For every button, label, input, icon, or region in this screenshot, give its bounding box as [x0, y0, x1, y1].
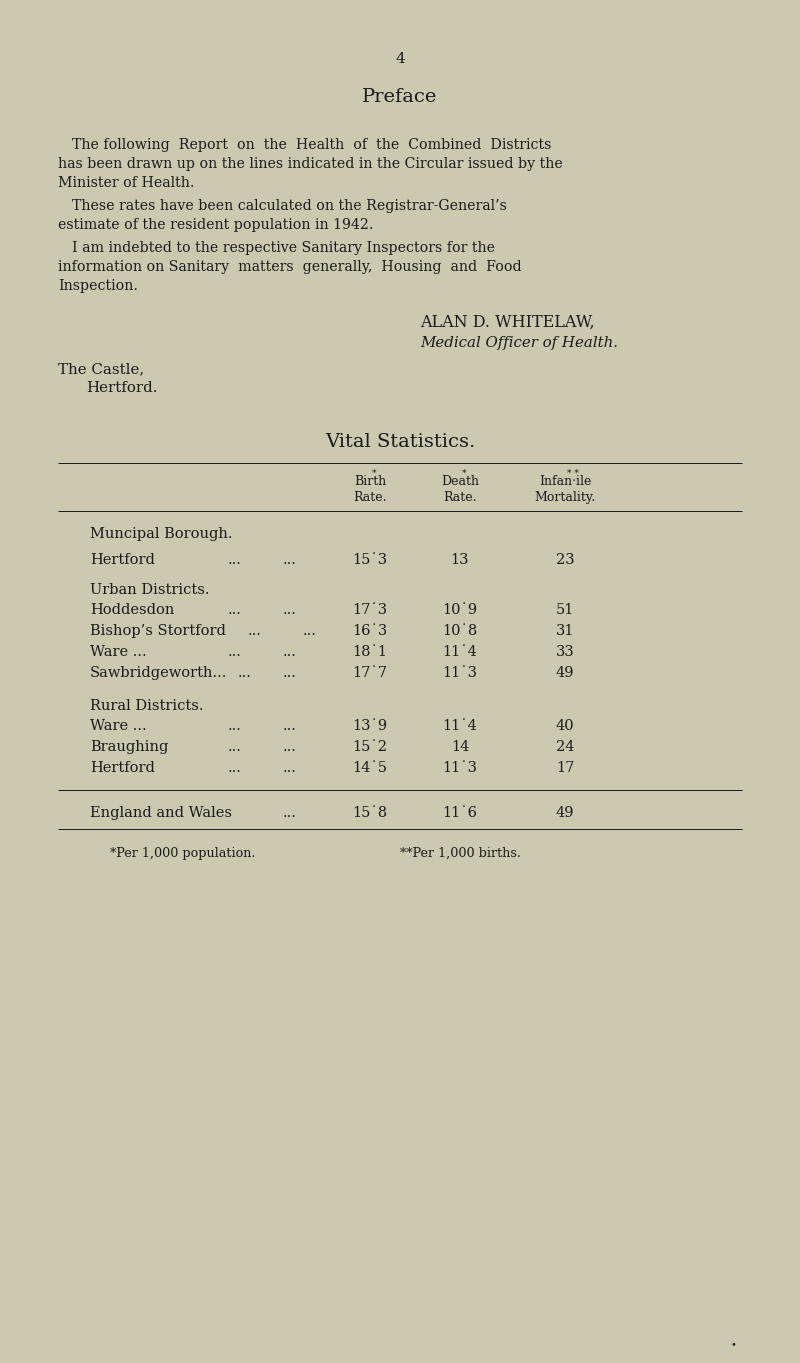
Text: 4: 4	[395, 52, 405, 65]
Text: Birth
Rate.: Birth Rate.	[354, 474, 386, 504]
Text: 11˙6: 11˙6	[442, 806, 478, 821]
Text: 49: 49	[556, 806, 574, 821]
Text: Hertford.: Hertford.	[86, 382, 158, 395]
Text: I am indebted to the respective Sanitary Inspectors for the: I am indebted to the respective Sanitary…	[72, 241, 495, 255]
Text: information on Sanitary  matters  generally,  Housing  and  Food: information on Sanitary matters generall…	[58, 260, 522, 274]
Text: Rural Districts.: Rural Districts.	[90, 699, 203, 713]
Text: England and Wales: England and Wales	[90, 806, 232, 821]
Text: ...: ...	[283, 602, 297, 617]
Text: Hoddesdon: Hoddesdon	[90, 602, 174, 617]
Text: These rates have been calculated on the Registrar-General’s: These rates have been calculated on the …	[72, 199, 507, 213]
Text: ...: ...	[228, 553, 242, 567]
Text: ...: ...	[283, 761, 297, 776]
Text: Hertford: Hertford	[90, 761, 155, 776]
Text: ...: ...	[283, 553, 297, 567]
Text: **Per 1,000 births.: **Per 1,000 births.	[400, 846, 521, 860]
Text: Minister of Health.: Minister of Health.	[58, 176, 194, 189]
Text: The following  Report  on  the  Health  of  the  Combined  Districts: The following Report on the Health of th…	[72, 138, 551, 153]
Text: ...: ...	[228, 740, 242, 754]
Text: ...: ...	[228, 602, 242, 617]
Text: Preface: Preface	[362, 89, 438, 106]
Text: Sawbridgeworth...: Sawbridgeworth...	[90, 667, 227, 680]
Text: Hertford: Hertford	[90, 553, 155, 567]
Text: 24: 24	[556, 740, 574, 754]
Text: 10˙9: 10˙9	[442, 602, 478, 617]
Text: 40: 40	[556, 720, 574, 733]
Text: 10˙8: 10˙8	[442, 624, 478, 638]
Text: 17˙7: 17˙7	[353, 667, 387, 680]
Text: 11˙3: 11˙3	[442, 667, 478, 680]
Text: ...: ...	[228, 645, 242, 658]
Text: ...: ...	[228, 720, 242, 733]
Text: *: *	[372, 469, 377, 478]
Text: Vital Statistics.: Vital Statistics.	[325, 433, 475, 451]
Text: ...: ...	[238, 667, 252, 680]
Text: * *: * *	[567, 469, 579, 478]
Text: 13˙9: 13˙9	[353, 720, 387, 733]
Text: estimate of the resident population in 1942.: estimate of the resident population in 1…	[58, 218, 374, 232]
Text: has been drawn up on the lines indicated in the Circular issued by the: has been drawn up on the lines indicated…	[58, 157, 562, 170]
Text: 17˙3: 17˙3	[353, 602, 387, 617]
Text: Inspection.: Inspection.	[58, 279, 138, 293]
Text: ...: ...	[248, 624, 262, 638]
Text: 49: 49	[556, 667, 574, 680]
Text: 13: 13	[450, 553, 470, 567]
Text: 16˙3: 16˙3	[352, 624, 388, 638]
Text: Ware ...: Ware ...	[90, 645, 146, 658]
Text: 15˙8: 15˙8	[353, 806, 387, 821]
Text: 18˙1: 18˙1	[353, 645, 387, 658]
Text: 17: 17	[556, 761, 574, 776]
Text: 14: 14	[451, 740, 469, 754]
Text: 31: 31	[556, 624, 574, 638]
Text: 11˙3: 11˙3	[442, 761, 478, 776]
Text: 33: 33	[556, 645, 574, 658]
Text: Medical Officer of Health.: Medical Officer of Health.	[420, 337, 618, 350]
Text: ...: ...	[283, 806, 297, 821]
Text: The Castle,: The Castle,	[58, 363, 144, 376]
Text: 51: 51	[556, 602, 574, 617]
Text: *: *	[462, 469, 466, 478]
Text: Bishop’s Stortford: Bishop’s Stortford	[90, 624, 226, 638]
Text: Death
Rate.: Death Rate.	[441, 474, 479, 504]
Text: 11˙4: 11˙4	[442, 720, 478, 733]
Text: 23: 23	[556, 553, 574, 567]
Text: *Per 1,000 population.: *Per 1,000 population.	[110, 846, 255, 860]
Text: Braughing: Braughing	[90, 740, 168, 754]
Text: Ware ...: Ware ...	[90, 720, 146, 733]
Text: ...: ...	[283, 740, 297, 754]
Text: 14˙5: 14˙5	[353, 761, 387, 776]
Text: ALAN D. WHITELAW,: ALAN D. WHITELAW,	[420, 313, 594, 331]
Text: 15˙2: 15˙2	[353, 740, 387, 754]
Text: Urban Districts.: Urban Districts.	[90, 583, 210, 597]
Text: ...: ...	[303, 624, 317, 638]
Text: Infan·ile
Mortality.: Infan·ile Mortality.	[534, 474, 596, 504]
Text: 15˙3: 15˙3	[353, 553, 387, 567]
Text: ...: ...	[283, 720, 297, 733]
Text: •: •	[730, 1340, 736, 1349]
Text: Muncipal Borough.: Muncipal Borough.	[90, 527, 233, 541]
Text: ...: ...	[283, 667, 297, 680]
Text: 11˙4: 11˙4	[442, 645, 478, 658]
Text: ...: ...	[228, 761, 242, 776]
Text: ...: ...	[283, 645, 297, 658]
